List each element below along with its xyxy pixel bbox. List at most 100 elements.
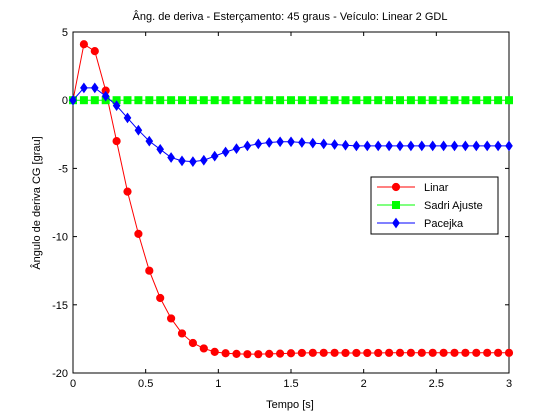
data-point [134,229,143,238]
data-point [297,96,306,105]
data-point [472,96,481,105]
data-point [145,266,154,275]
data-point [221,146,230,158]
data-point [308,348,317,357]
series-1 [68,40,514,359]
data-point [298,137,306,148]
data-point [145,135,154,147]
data-point [188,96,197,105]
data-point [319,138,328,150]
data-point [439,96,448,105]
data-point [374,96,383,105]
data-point [177,329,187,338]
data-point [254,350,263,359]
data-point [134,96,143,105]
data-point [276,136,284,148]
data-point [265,137,274,148]
legend-marker [392,217,400,229]
chart-title: Âng. de deriva - Esterçamento: 45 graus … [133,10,448,23]
series-3 [69,82,513,167]
data-point [156,293,165,303]
data-point [199,96,208,105]
y-tick-label: -20 [52,368,68,380]
data-point [341,139,350,151]
legend-label: Sadri Ajuste [424,200,483,212]
data-point [188,338,197,348]
data-point [319,96,328,105]
y-tick-label: 0 [62,95,68,107]
data-point [112,137,121,146]
y-tick-label: -10 [52,232,68,244]
data-point [69,94,77,106]
data-point [90,82,99,94]
data-point [461,96,470,105]
data-point [189,156,197,167]
y-axis-label: Ângulo de deriva CG [grau] [30,136,43,269]
data-point [330,348,339,357]
data-point [450,348,459,357]
data-point [308,137,317,149]
data-point [221,349,230,358]
data-point [254,138,263,150]
data-point [494,348,503,357]
data-point [505,96,513,105]
data-point [178,96,186,105]
data-point [439,140,448,152]
data-point [461,140,470,152]
data-point [504,348,514,357]
data-point [210,96,219,105]
x-tick-label: 0 [70,378,76,390]
data-point [396,140,404,152]
data-point [243,96,252,105]
x-tick-label: 2 [361,378,367,390]
data-point [330,96,339,105]
data-point [232,349,241,359]
data-point [232,96,241,105]
data-point [483,348,492,357]
data-point [297,348,306,358]
data-point [505,140,513,152]
legend-marker [392,201,400,209]
data-point [341,348,350,358]
data-point [232,143,241,154]
y-tick-label: -5 [58,163,68,175]
data-point [352,348,361,358]
data-point [167,96,176,105]
data-point [210,150,219,162]
data-point [265,96,274,105]
legend-marker [391,182,401,192]
data-point [276,96,285,105]
data-point [156,143,165,155]
data-point [385,96,394,105]
data-point [363,140,372,152]
y-tick-label: -15 [52,300,68,312]
data-point [286,349,296,358]
data-point [80,82,88,94]
data-point [199,154,208,166]
axis-ticks: 0 0.5 1 1.5 2 2.5 3 5 0 -5 -10 -15 -20 [52,27,512,390]
data-point [352,96,361,105]
data-point [406,348,415,357]
data-point [112,100,121,112]
data-point [417,140,426,152]
data-point [265,349,274,359]
data-point [178,155,186,167]
legend-label: Linar [424,182,449,194]
legend-label: Pacejka [424,218,464,230]
data-point [483,140,492,152]
data-point [210,347,219,356]
data-point [134,124,143,136]
data-point [123,112,132,124]
x-axis-label: Tempo [s] [266,399,314,411]
data-point [385,348,394,357]
data-point [450,140,459,152]
data-point [417,96,426,105]
legend: Linar Sadri Ajuste Pacejka [370,176,499,235]
data-point [385,140,393,152]
data-point [287,136,295,148]
data-point [123,187,132,196]
data-point [417,348,426,357]
data-point [450,96,459,105]
x-tick-label: 1.5 [283,378,298,390]
